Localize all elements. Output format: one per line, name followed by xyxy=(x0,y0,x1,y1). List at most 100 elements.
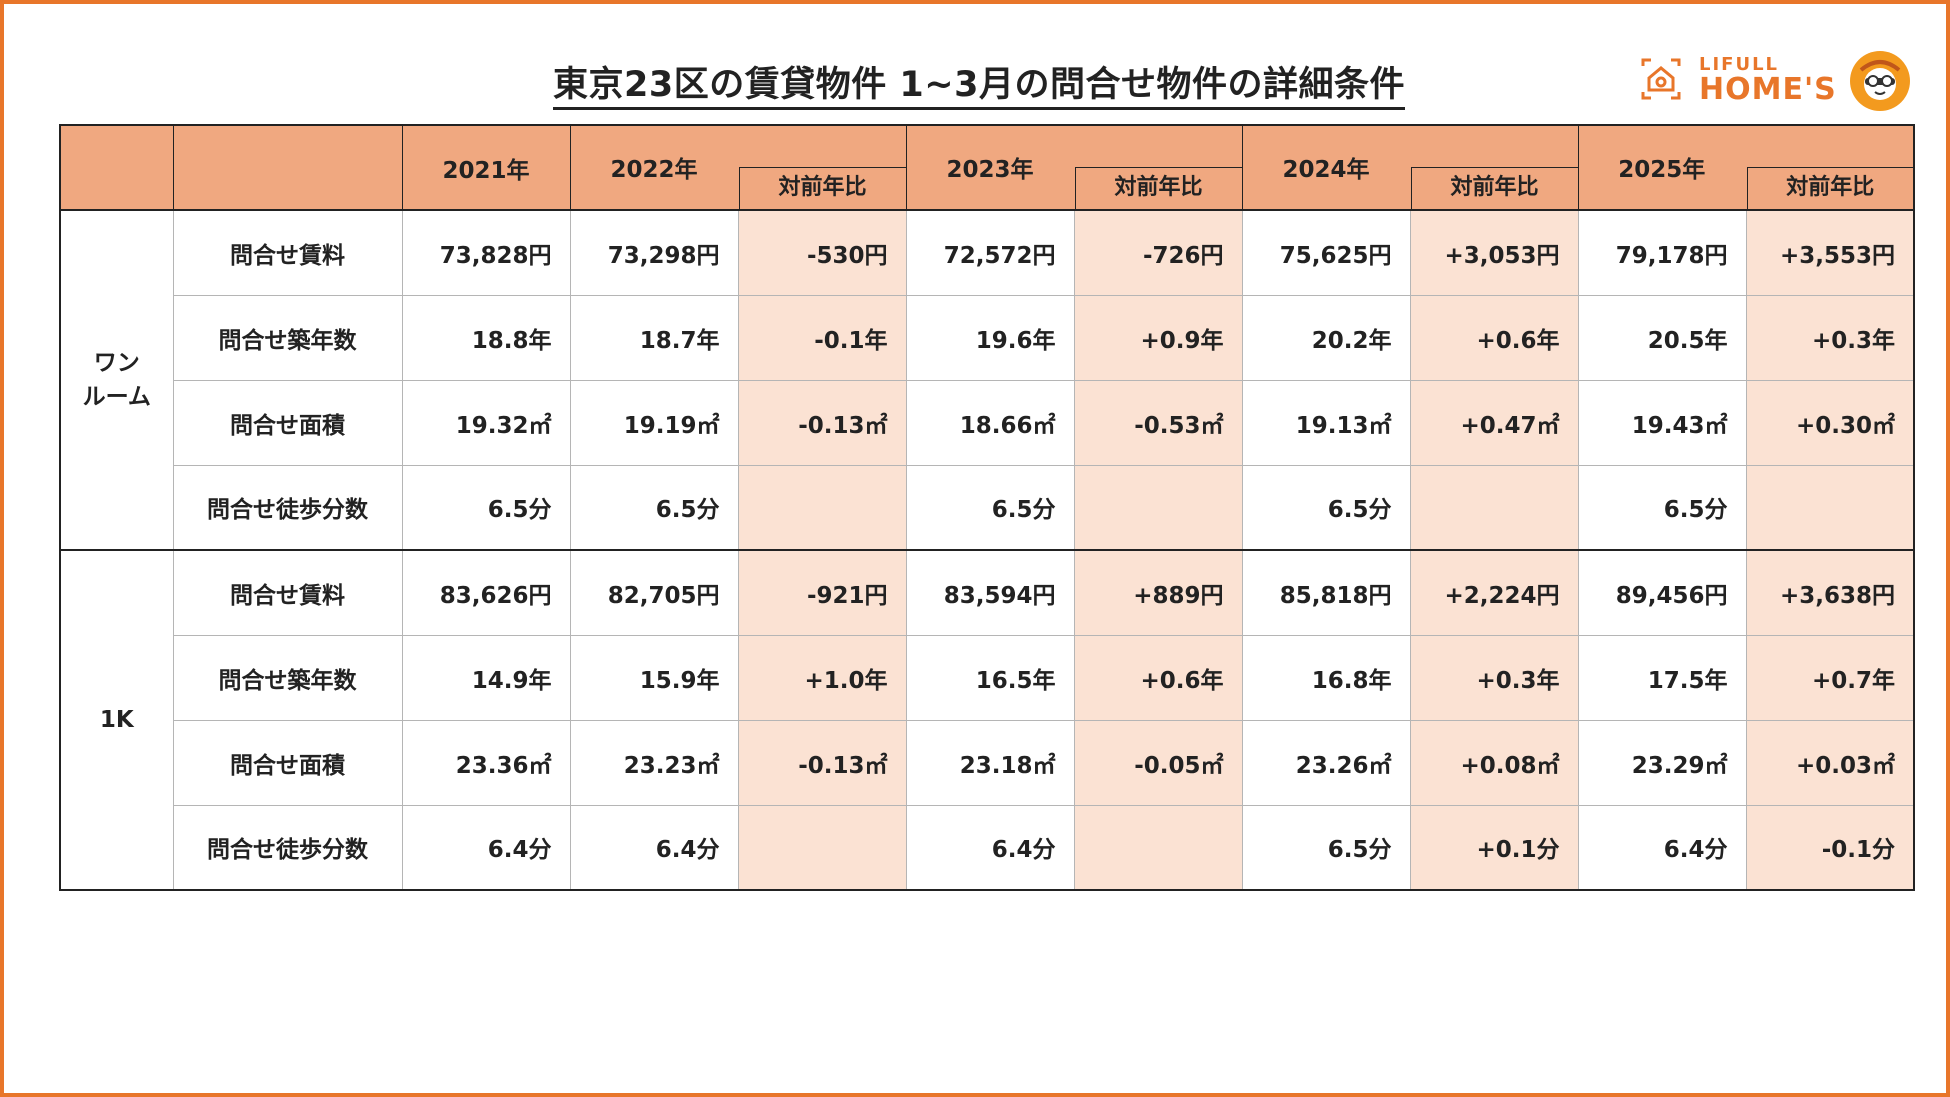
header-row: 2021年 2022年 対前年比 2023年 対前年比 2024年 対前年比 2… xyxy=(59,124,1915,211)
yoy-diff-cell: +0.3年 xyxy=(1745,294,1915,381)
yoy-diff-cell xyxy=(1745,464,1915,551)
value-cell: 6.4分 xyxy=(569,804,739,891)
value-cell: 73,298円 xyxy=(569,209,739,296)
value-cell: 6.5分 xyxy=(1577,464,1747,551)
yoy-diff-cell: -0.13㎡ xyxy=(737,719,907,806)
yoy-diff-cell: +0.47㎡ xyxy=(1409,379,1579,466)
house-logo-icon xyxy=(1641,58,1681,100)
table-row: 問合せ築年数 14.9年 15.9年 +1.0年 16.5年 +0.6年 16.8年 +0.3… xyxy=(60,634,1915,721)
value-cell: 15.9年 xyxy=(569,634,739,721)
yoy-diff-cell: -921円 xyxy=(737,549,907,636)
page-title-text: 東京23区の賃貸物件 1~3月の問合せ物件の詳細条件 xyxy=(553,65,1405,110)
row-label: 問合せ面積 xyxy=(172,379,403,466)
value-cell: 23.29㎡ xyxy=(1577,719,1747,806)
value-cell: 6.4分 xyxy=(905,804,1075,891)
row-label: 問合せ賃料 xyxy=(172,549,403,636)
value-cell: 23.23㎡ xyxy=(569,719,739,806)
yoy-diff-cell: +2,224円 xyxy=(1409,549,1579,636)
row-label: 問合せ徒歩分数 xyxy=(172,804,403,891)
yoy-diff-cell xyxy=(737,804,907,891)
value-cell: 6.5分 xyxy=(905,464,1075,551)
value-cell: 82,705円 xyxy=(569,549,739,636)
value-cell: 18.66㎡ xyxy=(905,379,1075,466)
mascot-icon xyxy=(1850,51,1910,111)
value-cell: 6.5分 xyxy=(569,464,739,551)
header-year-2024: 2024年 対前年比 xyxy=(1241,124,1579,211)
header-compare-2025: 対前年比 xyxy=(1746,167,1913,209)
row-label: 問合せ徒歩分数 xyxy=(172,464,403,551)
table-row: 問合せ面積 19.32㎡ 19.19㎡ -0.13㎡ 18.66㎡ -0.53㎡ 19.13… xyxy=(60,379,1915,466)
yoy-diff-cell: +0.6年 xyxy=(1409,294,1579,381)
logo-text-big: HOME'S xyxy=(1699,72,1837,107)
value-cell: 6.4分 xyxy=(1577,804,1747,891)
header-blank-group xyxy=(59,124,174,211)
yoy-diff-cell: +0.3年 xyxy=(1409,634,1579,721)
value-cell: 73,828円 xyxy=(401,209,571,296)
value-cell: 72,572円 xyxy=(905,209,1075,296)
yoy-diff-cell xyxy=(1409,464,1579,551)
value-cell: 16.5年 xyxy=(905,634,1075,721)
yoy-diff-cell: +3,553円 xyxy=(1745,209,1915,296)
row-label: 問合せ賃料 xyxy=(172,209,403,296)
yoy-diff-cell: -0.05㎡ xyxy=(1073,719,1243,806)
value-cell: 19.6年 xyxy=(905,294,1075,381)
value-cell: 19.43㎡ xyxy=(1577,379,1747,466)
yoy-diff-cell: +3,053円 xyxy=(1409,209,1579,296)
yoy-diff-cell: -0.13㎡ xyxy=(737,379,907,466)
value-cell: 17.5年 xyxy=(1577,634,1747,721)
lifull-homes-logo: LIFULL HOME'S xyxy=(1639,50,1939,115)
yoy-diff-cell: +0.1分 xyxy=(1409,804,1579,891)
table-row: ワン ルーム 問合せ賃料 73,828円 73,298円 -530円 72,572円 -726… xyxy=(59,209,1915,551)
header-year-2021: 2021年 xyxy=(401,124,571,211)
value-cell: 79,178円 xyxy=(1577,209,1747,296)
row-label: 問合せ築年数 xyxy=(172,634,403,721)
header-blank-label xyxy=(172,124,403,211)
yoy-diff-cell: -0.1年 xyxy=(737,294,907,381)
value-cell: 20.5年 xyxy=(1577,294,1747,381)
table-row: 問合せ徒歩分数 6.5分 6.5分 6.5分 6.5分 6.5分 xyxy=(60,464,1915,551)
group-label-line2: ルーム xyxy=(82,384,151,410)
value-cell: 6.5分 xyxy=(1241,804,1411,891)
value-cell: 23.18㎡ xyxy=(905,719,1075,806)
yoy-diff-cell: +0.9年 xyxy=(1073,294,1243,381)
yoy-diff-cell: -0.1分 xyxy=(1745,804,1915,891)
header-compare-2022: 対前年比 xyxy=(738,167,906,209)
group-label-line1: 1K xyxy=(99,707,134,733)
yoy-diff-cell: +0.7年 xyxy=(1745,634,1915,721)
value-cell: 19.19㎡ xyxy=(569,379,739,466)
value-cell: 18.7年 xyxy=(569,294,739,381)
yoy-diff-cell: -0.53㎡ xyxy=(1073,379,1243,466)
value-cell: 19.32㎡ xyxy=(401,379,571,466)
yoy-diff-cell xyxy=(737,464,907,551)
yoy-diff-cell: +889円 xyxy=(1073,549,1243,636)
yoy-diff-cell: +0.6年 xyxy=(1073,634,1243,721)
yoy-diff-cell: +1.0年 xyxy=(737,634,907,721)
value-cell: 16.8年 xyxy=(1241,634,1411,721)
value-cell: 6.5分 xyxy=(401,464,571,551)
header-compare-2024: 対前年比 xyxy=(1410,167,1578,209)
value-cell: 23.36㎡ xyxy=(401,719,571,806)
group-label: ワン ルーム xyxy=(59,209,174,551)
header-year-2025: 2025年 対前年比 xyxy=(1577,124,1915,211)
page-title: 東京23区の賃貸物件 1~3月の問合せ物件の詳細条件 xyxy=(304,56,1654,110)
yoy-diff-cell: +0.08㎡ xyxy=(1409,719,1579,806)
group-label: 1K xyxy=(59,549,174,891)
header-year-2023: 2023年 対前年比 xyxy=(905,124,1243,211)
yoy-diff-cell: +3,638円 xyxy=(1745,549,1915,636)
header-year-2022: 2022年 対前年比 xyxy=(569,124,907,211)
value-cell: 89,456円 xyxy=(1577,549,1747,636)
value-cell: 6.5分 xyxy=(1241,464,1411,551)
yoy-diff-cell: +0.30㎡ xyxy=(1745,379,1915,466)
row-label: 問合せ面積 xyxy=(172,719,403,806)
data-table: 2021年 2022年 対前年比 2023年 対前年比 2024年 対前年比 2… xyxy=(59,124,1915,891)
logo-text-small: LIFULL xyxy=(1699,54,1780,75)
value-cell: 83,626円 xyxy=(401,549,571,636)
table-row: 問合せ徒歩分数 6.4分 6.4分 6.4分 6.5分 +0.1分 6.4分 -0.1分 xyxy=(60,804,1915,891)
table-row: 問合せ築年数 18.8年 18.7年 -0.1年 19.6年 +0.9年 20.2年 +0.6… xyxy=(60,294,1915,381)
value-cell: 75,625円 xyxy=(1241,209,1411,296)
table-row: 問合せ面積 23.36㎡ 23.23㎡ -0.13㎡ 23.18㎡ -0.05㎡ 23.26… xyxy=(60,719,1915,806)
value-cell: 23.26㎡ xyxy=(1241,719,1411,806)
value-cell: 14.9年 xyxy=(401,634,571,721)
table-row: 1K 問合せ賃料 83,626円 82,705円 -921円 83,594円 +889円 85… xyxy=(59,549,1915,891)
